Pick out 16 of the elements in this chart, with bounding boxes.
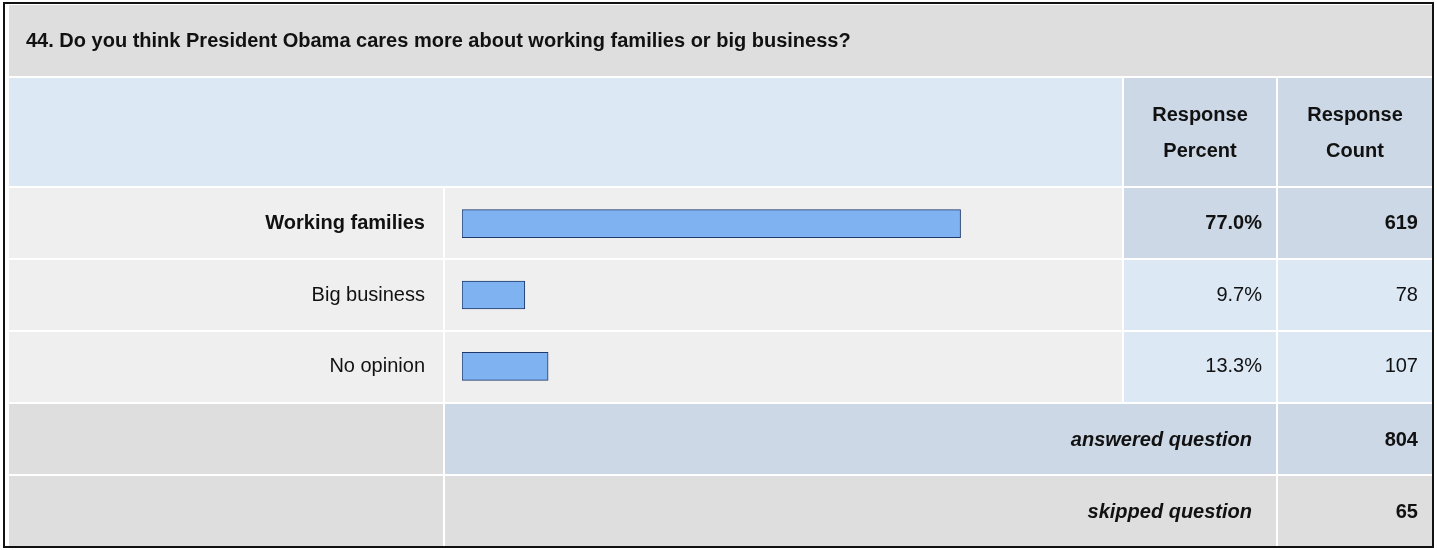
- y-tick-label: Working families: [265, 211, 425, 234]
- text: 107: [1384, 353, 1418, 376]
- text: 65: [1278, 476, 1432, 546]
- y-tick-label: No opinion: [329, 353, 425, 376]
- text: 804: [1278, 404, 1432, 474]
- chart-title: 44. Do you think President Obama cares more about working families or big business?: [9, 5, 1432, 76]
- data-label: 13.3%: [1205, 353, 1263, 376]
- text: Response Percent: [1124, 78, 1276, 186]
- data-label: 9.7%: [1216, 282, 1263, 305]
- text: answered question: [445, 404, 1276, 474]
- text: skipped question: [445, 476, 1276, 546]
- text: Response Count: [1278, 78, 1432, 186]
- y-tick-label: Big business: [311, 282, 425, 305]
- data-label: 77.0%: [1205, 211, 1263, 234]
- text: 78: [1395, 282, 1418, 305]
- text: 619: [1384, 211, 1418, 234]
